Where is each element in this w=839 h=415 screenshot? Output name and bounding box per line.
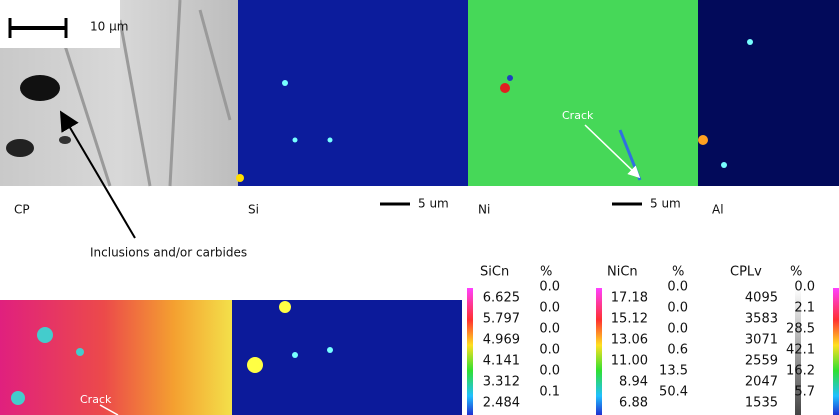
- annotation: Crack: [562, 109, 594, 122]
- al-map: [698, 0, 839, 186]
- panel-label: CP: [14, 203, 30, 217]
- legend-percent: 0.6: [667, 343, 688, 358]
- legend-percent: 2.1: [794, 301, 815, 316]
- legend-percent: 13.5: [659, 364, 688, 379]
- legend-unit: %: [540, 265, 552, 280]
- legend-level: 3583: [745, 312, 778, 327]
- legend-percent: 0.0: [539, 301, 560, 316]
- legend-level: 17.18: [611, 291, 648, 306]
- panel-label: Ni: [478, 203, 490, 217]
- legend-percent: 0.0: [539, 280, 560, 295]
- legend-percent: 16.2: [786, 364, 815, 379]
- colorbar: [467, 288, 473, 415]
- legend-percent: 42.1: [786, 343, 815, 358]
- legend-level: 3.312: [483, 375, 520, 390]
- legend-percent: 0.0: [539, 364, 560, 379]
- colorbar: [596, 288, 602, 415]
- legend-unit: %: [790, 265, 802, 280]
- legend-level: 11.00: [611, 354, 648, 369]
- legend-percent: 0.0: [539, 322, 560, 337]
- legend-level: 15.12: [611, 312, 648, 327]
- legend-level: 6.88: [619, 396, 648, 411]
- annotation: Inclusions and/or carbides: [90, 246, 247, 260]
- legend-percent: 0.0: [667, 322, 688, 337]
- legend-level: 3071: [745, 333, 778, 348]
- legend-percent: 0.0: [667, 301, 688, 316]
- bottom-map-2: [232, 300, 462, 415]
- legend-title: CPLv: [730, 265, 762, 280]
- bottom-map-1: [0, 300, 232, 415]
- panel-label: Si: [248, 203, 259, 217]
- legend-percent: 0.1: [539, 385, 560, 400]
- si-map: [238, 0, 468, 186]
- legend-percent: 5.7: [794, 385, 815, 400]
- legend-level: 6.625: [483, 291, 520, 306]
- legend-level: 2047: [745, 375, 778, 390]
- legend-percent: 28.5: [786, 322, 815, 337]
- scale-label: 10 µm: [90, 20, 128, 34]
- figure: 10 µm CP Si 5 um Ni 5 um Crack Al Inclus…: [0, 0, 839, 415]
- legend-level: 2559: [745, 354, 778, 369]
- legend-percent: 0.0: [794, 280, 815, 295]
- annotation: Crack: [80, 393, 112, 406]
- legend-level: 4.969: [483, 333, 520, 348]
- legend-title: SiCn: [480, 265, 509, 280]
- legend-percent: 0.0: [667, 280, 688, 295]
- legend-level: 1535: [745, 396, 778, 411]
- legend-title: NiCn: [607, 265, 638, 280]
- legend-level: 8.94: [619, 375, 648, 390]
- legend-level: 13.06: [611, 333, 648, 348]
- legend-percent: 0.0: [539, 343, 560, 358]
- legend-level: 5.797: [483, 312, 520, 327]
- legend-level: 4095: [745, 291, 778, 306]
- legend-level: 2.484: [483, 396, 520, 411]
- panel-label: Al: [712, 203, 724, 217]
- scale-label: 5 um: [418, 197, 449, 211]
- legend-unit: %: [672, 265, 684, 280]
- scale-label: 5 um: [650, 197, 681, 211]
- legend-level: 4.141: [483, 354, 520, 369]
- ni-map: [468, 0, 698, 186]
- colorbar: [833, 288, 839, 415]
- legend-percent: 50.4: [659, 385, 688, 400]
